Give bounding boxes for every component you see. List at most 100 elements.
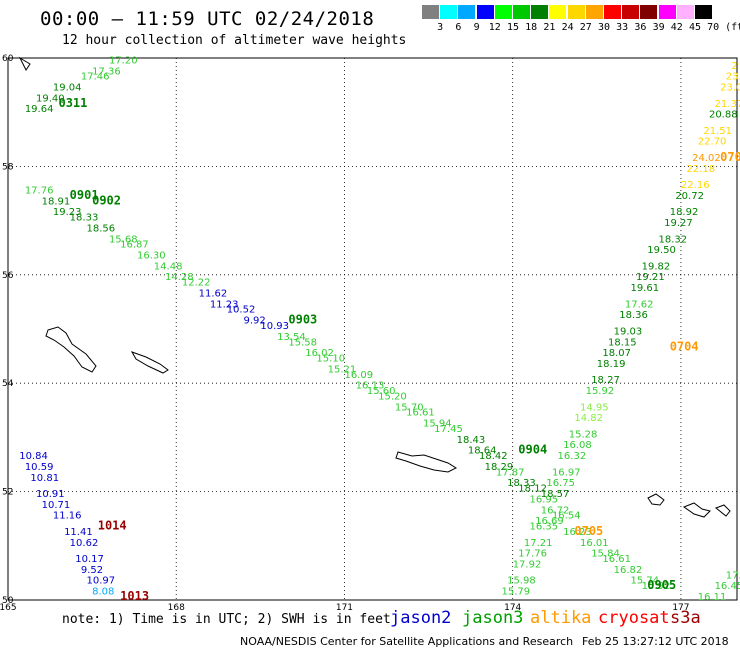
satellite-legend-jason2: jason2	[390, 608, 452, 628]
wave-height-value: 16.09	[344, 370, 373, 381]
island-agattu	[130, 351, 169, 374]
island-rat	[715, 504, 731, 517]
wave-height-value: 10.71	[42, 500, 71, 511]
credit-line: NOAA/NESDIS Center for Satellite Applica…	[240, 635, 574, 648]
wave-height-value: 18.36	[619, 310, 648, 321]
wave-height-value: 15.20	[378, 391, 407, 402]
legend-label-24: 24	[561, 22, 574, 33]
wave-height-value: 24.02	[692, 153, 721, 164]
wave-height-value: 16.75	[546, 478, 575, 489]
wave-height-value: 18.42	[479, 451, 508, 462]
legend-unit: (ft)	[725, 22, 740, 33]
lat-tick-label: 50	[2, 596, 14, 606]
pass-id-label: 0901	[70, 188, 99, 202]
wave-height-value: 19.27	[664, 218, 693, 229]
wave-height-value: 10.93	[260, 321, 289, 332]
lat-tick-label: 52	[2, 488, 13, 498]
wave-height-value: 11.41	[64, 527, 93, 538]
wave-height-value: 18.32	[658, 234, 687, 245]
axis-labels: 165 168 171 174 177 60 58 56 54 52 50	[0, 54, 690, 613]
wave-height-value: 14.95	[580, 402, 609, 413]
wave-height-value: 18.64	[468, 446, 497, 457]
wave-height-value: 16.97	[552, 467, 581, 478]
wave-height-value: 13.54	[277, 332, 306, 343]
wave-height-value: 22.18	[687, 164, 716, 175]
legend-swatch-12	[476, 5, 494, 19]
legend-label-18: 18	[525, 22, 538, 33]
legend-swatch-21	[531, 5, 549, 19]
wave-height-value: 15.92	[642, 581, 671, 592]
wave-height-value: 19.23	[53, 207, 82, 218]
legend-label-70: 70	[707, 22, 720, 33]
wave-height-value: 20.88	[709, 110, 738, 121]
lon-tick-label: 168	[168, 603, 185, 613]
legend-label-9: 9	[473, 22, 480, 33]
wave-height-value: 16.95	[530, 494, 559, 505]
wave-height-value: 15.98	[507, 576, 536, 587]
wave-height-value: 15.10	[316, 354, 345, 365]
satellite-legend-jason3: jason3	[462, 608, 524, 628]
wave-height-value: 15.79	[501, 587, 530, 598]
wave-height-value: 16.61	[602, 554, 631, 565]
wave-height-value: 10.17	[75, 554, 104, 565]
legend-label-12: 12	[488, 22, 501, 33]
wave-height-value: 16.87	[120, 240, 149, 251]
wave-height-value: 18.92	[670, 207, 699, 218]
legend-label-6: 6	[455, 22, 462, 33]
wave-height-value: 19.82	[642, 261, 671, 272]
wave-height-value: 17.20	[109, 55, 138, 66]
legend-swatch-9	[458, 5, 476, 19]
legend-label-45: 45	[688, 22, 702, 33]
pass-id-label: 070	[720, 150, 740, 164]
wave-height-value: 19.64	[25, 104, 54, 115]
legend-swatch-33	[604, 5, 621, 19]
wave-height-value: 17.46	[81, 72, 110, 83]
legend-swatch-24	[549, 5, 567, 19]
wave-height-value: 9.52	[81, 565, 103, 576]
wave-height-value: 19.21	[636, 272, 665, 283]
legend-swatch-42	[658, 5, 676, 19]
wave-height-value: 16.72	[541, 505, 570, 516]
wave-height-value: 16.01	[580, 538, 609, 549]
wave-height-value: 17.62	[625, 299, 654, 310]
legend-swatch-30	[585, 5, 603, 19]
satellite-legend-cryosat: cryosat	[598, 608, 670, 628]
pass-id-label: 0902	[92, 193, 121, 207]
legend-label-27: 27	[579, 22, 592, 33]
wave-height-value: 17.92	[513, 559, 542, 570]
wave-height-value: 16.13	[356, 381, 385, 392]
wave-height-value: 11.62	[199, 288, 228, 299]
wave-height-value: 16.69	[535, 516, 564, 527]
wave-height-value: 12.22	[182, 278, 211, 289]
legend-swatch-36	[622, 5, 640, 19]
wave-height-value: 23.0	[720, 83, 740, 94]
wave-height-value: 15.58	[288, 337, 317, 348]
pass-id-label: 0704	[670, 340, 699, 354]
wave-height-value: 9.92	[244, 316, 266, 327]
legend-label-15: 15	[506, 22, 520, 33]
wave-height-value: 16.08	[563, 440, 592, 451]
pass-id-label: 0311	[58, 96, 87, 110]
lat-tick-label: 56	[2, 271, 14, 281]
wave-height-value: 16.32	[558, 451, 587, 462]
legend-swatch-27	[567, 5, 585, 19]
lat-tick-label: 58	[2, 162, 14, 172]
wave-height-value: 17.76	[518, 549, 547, 560]
wave-height-value: 18.33	[70, 213, 99, 224]
wave-height-value: 11.16	[53, 511, 82, 522]
wave-height-value: 15.94	[423, 419, 452, 430]
wave-height-value: 15.92	[586, 386, 615, 397]
wave-height-value: 15.21	[328, 364, 357, 375]
wave-height-value: 16.23	[563, 527, 592, 538]
generated-timestamp: Feb 25 13:27:12 UTC 2018	[582, 635, 729, 648]
wave-height-value: 15.28	[569, 429, 598, 440]
legend-swatch-39	[640, 5, 658, 19]
wave-height-value: 21.51	[703, 126, 732, 137]
legend-swatch-45	[676, 5, 694, 19]
wave-height-value: 16.61	[406, 408, 435, 419]
legend-swatch-3	[422, 5, 439, 19]
wave-height-value: 10.81	[30, 473, 59, 484]
observation-labels: 17.2017.3617.4619.0419.4019.6417.7618.91…	[19, 55, 740, 603]
wave-height-value: 10.97	[87, 576, 116, 587]
